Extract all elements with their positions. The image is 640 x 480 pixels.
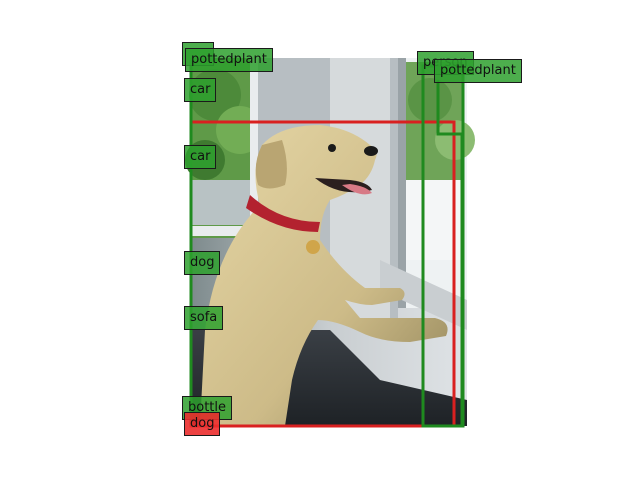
label-sofa: sofa <box>184 306 224 330</box>
label-car: car <box>184 145 217 169</box>
label-pottedplant: pottedplant <box>185 48 273 72</box>
label-car: car <box>184 78 217 102</box>
bbox-pottedplant-right <box>436 80 464 426</box>
label-dog: dog <box>184 251 221 275</box>
label-dog: dog <box>184 412 221 436</box>
photo <box>185 58 475 426</box>
label-pottedplant: pottedplant <box>434 59 522 83</box>
